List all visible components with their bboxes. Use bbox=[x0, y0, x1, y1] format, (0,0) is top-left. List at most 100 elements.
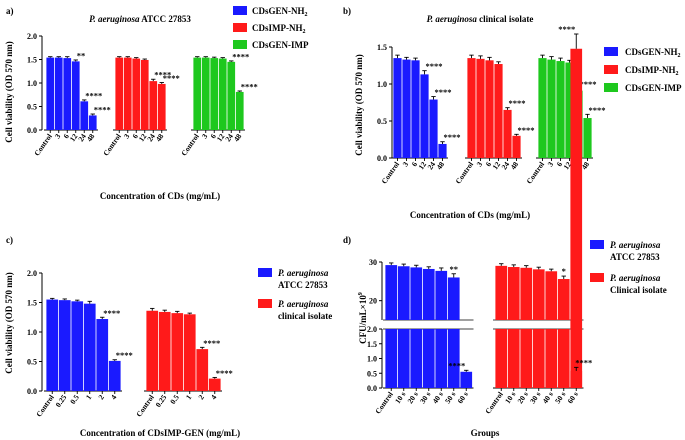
panel-c: c) Cell viability (OD 570 nm) Concentrat… bbox=[4, 235, 332, 438]
x-tick-label: 48 bbox=[508, 160, 520, 172]
legend-swatch-cdsgen-nh2 bbox=[604, 47, 618, 56]
x-tick-label: 0.5 bbox=[168, 393, 181, 406]
x-tick-label: Control bbox=[453, 160, 475, 186]
panel-a: a) P. aeruginosa ATCC 27853 Cell viabili… bbox=[4, 6, 309, 201]
y-tick-label: 20 bbox=[369, 297, 377, 306]
panel-a-label: a) bbox=[6, 6, 14, 16]
x-tick-label: 3 bbox=[200, 132, 210, 140]
panel-b-label: b) bbox=[343, 6, 351, 16]
bar-p-aeruginosa-clinical-isolate-40-s-lower bbox=[545, 329, 558, 388]
bar-p-aeruginosa-atcc-27853-60-s bbox=[460, 371, 473, 388]
panel-b-title: P. aeruginosa clinical isolate bbox=[427, 14, 534, 24]
bar-p-aeruginosa-atcc-27853-1 bbox=[83, 303, 96, 391]
y-tick-label: 2.0 bbox=[27, 32, 37, 41]
bar-p-aeruginosa-atcc-27853-30-s-lower bbox=[422, 329, 435, 388]
significance-label: **** bbox=[575, 357, 592, 367]
y-tick-label: 1.5 bbox=[367, 340, 377, 349]
bar-p-aeruginosa-clinical-isolate-control bbox=[146, 310, 159, 391]
y-tick-label: 1.0 bbox=[367, 355, 377, 364]
x-tick-label: 10 s bbox=[393, 390, 407, 405]
x-tick-label: 20 s bbox=[515, 390, 529, 405]
panel-b-legend: CDsGEN-NH2 CDsIMP-NH2 CDsGEN-IMP bbox=[604, 47, 682, 93]
y-tick-label: 1.5 bbox=[377, 43, 387, 52]
legend-swatch-atcc bbox=[258, 268, 272, 277]
significance-label: **** bbox=[589, 105, 606, 115]
x-tick-label: 24 bbox=[499, 160, 511, 172]
bar-cdsgen-nh2-48 bbox=[88, 115, 97, 130]
y-tick-label: 2.0 bbox=[27, 269, 37, 278]
x-tick-label: 50 s bbox=[553, 390, 567, 405]
x-tick-label: Control bbox=[483, 390, 505, 416]
bar-p-aeruginosa-atcc-27853-2 bbox=[96, 319, 109, 391]
significance-label: **** bbox=[444, 132, 461, 142]
x-tick-label: 24 bbox=[76, 132, 88, 144]
significance-label: **** bbox=[558, 24, 575, 34]
legend-label-cdsgen-imp: CDsGEN-IMP bbox=[252, 40, 309, 50]
y-tick-label: 1.5 bbox=[27, 56, 37, 65]
significance-label: **** bbox=[580, 79, 597, 89]
bar-p-aeruginosa-clinical-isolate-2 bbox=[196, 349, 209, 391]
bar-p-aeruginosa-clinical-isolate-0-5 bbox=[171, 313, 184, 391]
bar-p-aeruginosa-clinical-isolate-20-s-lower bbox=[520, 329, 533, 388]
panel-b: b) P. aeruginosa clinical isolate Cell v… bbox=[343, 6, 682, 220]
x-tick-label: 2 bbox=[196, 393, 206, 401]
x-tick-label: 6 bbox=[61, 132, 71, 140]
panel-c-ylabel: Cell viability (OD 570 nm) bbox=[4, 272, 14, 374]
bar-cdsgen-nh2-control bbox=[46, 57, 55, 131]
bar-p-aeruginosa-atcc-27853-50-s-upper bbox=[447, 277, 460, 320]
panel-d-legend: P. aeruginosa ATCC 27853 P. aeruginosa C… bbox=[590, 240, 667, 295]
x-tick-label: 0.25 bbox=[53, 393, 68, 409]
bar-cdsimp-nh2-control bbox=[115, 57, 124, 131]
legend-label-clinical-species: P. aeruginosa bbox=[610, 273, 661, 283]
bar-p-aeruginosa-clinical-isolate-0-25 bbox=[158, 311, 171, 391]
x-tick-label: 48 bbox=[85, 132, 97, 144]
panel-a-title: P. aeruginosa ATCC 27853 bbox=[89, 14, 191, 24]
significance-label: **** bbox=[509, 98, 526, 108]
panel-d-bars: *************** bbox=[385, 24, 592, 388]
bar-cdsgen-imp-24 bbox=[227, 61, 236, 130]
bar-p-aeruginosa-atcc-27853-20-s-upper bbox=[410, 267, 423, 320]
x-tick-label: 12 bbox=[68, 132, 80, 144]
y-tick-label: 2.0 bbox=[367, 325, 377, 334]
legend-swatch-clinical bbox=[590, 273, 604, 282]
x-tick-label: 40 s bbox=[540, 390, 554, 405]
bar-cdsgen-nh2-12 bbox=[420, 74, 429, 158]
bar-cdsimp-nh2-24 bbox=[503, 109, 512, 158]
bar-p-aeruginosa-atcc-27853-10-s-lower bbox=[397, 329, 410, 388]
y-tick-label: 0.5 bbox=[367, 369, 377, 378]
y-tick-label: 1.0 bbox=[27, 79, 37, 88]
bar-p-aeruginosa-atcc-27853-0-5 bbox=[71, 301, 84, 391]
bar-p-aeruginosa-clinical-isolate-10-s-lower bbox=[507, 329, 520, 388]
panel-b-ylabel: Cell viability (OD 570 nm) bbox=[354, 54, 364, 156]
legend-swatch-cdsgen-nh2 bbox=[233, 6, 247, 15]
bar-p-aeruginosa-atcc-27853-30-s-upper bbox=[422, 268, 435, 320]
legend-label-cdsimp-nh2: CDsIMP-NH2 bbox=[625, 65, 679, 77]
significance-label: **** bbox=[241, 81, 258, 91]
x-tick-label: 1 bbox=[84, 393, 94, 401]
legend-label-atcc-strain: ATCC 27853 bbox=[278, 280, 328, 290]
x-tick-label: Control bbox=[32, 132, 54, 158]
x-tick-label: 0.5 bbox=[68, 393, 81, 406]
bar-clinical-60s-lower bbox=[570, 370, 583, 388]
x-tick-label: 30 s bbox=[418, 390, 432, 405]
bar-cdsgen-nh2-6 bbox=[63, 58, 72, 131]
bar-cdsgen-imp-3 bbox=[547, 59, 556, 158]
bar-p-aeruginosa-atcc-27853-control bbox=[46, 299, 59, 391]
legend-label-cdsgen-imp: CDsGEN-IMP bbox=[625, 83, 682, 93]
y-tick-label: 1.0 bbox=[377, 80, 387, 89]
x-tick-label: 12 bbox=[215, 132, 227, 144]
bar-p-aeruginosa-clinical-isolate-control-upper bbox=[495, 265, 508, 320]
bar-cdsgen-nh2-24 bbox=[429, 99, 438, 158]
legend-swatch-atcc bbox=[590, 240, 604, 249]
bar-cdsimp-nh2-control bbox=[467, 58, 476, 158]
panel-c-xlabel: Concentration of CDsIMP-GEN (mg/mL) bbox=[80, 428, 240, 438]
y-tick-label: 0.5 bbox=[27, 358, 37, 367]
y-tick-label: 0.0 bbox=[27, 387, 37, 396]
panel-c-label: c) bbox=[6, 235, 13, 245]
x-tick-label: 24 bbox=[425, 160, 437, 172]
panel-a-ylabel: Cell viability (OD 570 nm) bbox=[4, 41, 14, 143]
bar-cdsgen-imp-48 bbox=[583, 118, 592, 158]
bar-cdsgen-nh2-6 bbox=[411, 60, 420, 158]
legend-swatch-cdsgen-imp bbox=[233, 40, 247, 49]
x-tick-label: 24 bbox=[223, 132, 235, 144]
